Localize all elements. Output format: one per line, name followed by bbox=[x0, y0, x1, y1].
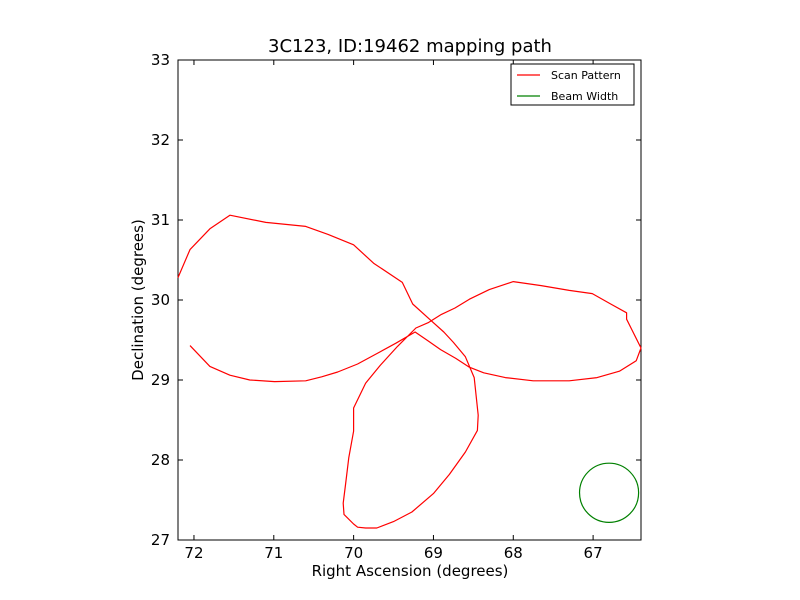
y-tick-label: 30 bbox=[151, 291, 170, 309]
y-axis-title: Declination (degrees) bbox=[129, 219, 147, 381]
x-axis: 72 71 70 69 68 67 bbox=[184, 60, 603, 562]
y-tick-label: 31 bbox=[151, 211, 170, 229]
y-tick-label: 28 bbox=[151, 451, 170, 469]
x-tick-label: 71 bbox=[264, 544, 283, 562]
x-axis-title: Right Ascension (degrees) bbox=[312, 562, 509, 580]
y-axis: 27 28 29 30 31 32 33 bbox=[151, 51, 641, 549]
y-tick-label: 33 bbox=[151, 51, 170, 69]
x-tick-label: 69 bbox=[424, 544, 443, 562]
x-tick-label: 70 bbox=[344, 544, 363, 562]
plot-area bbox=[177, 59, 642, 541]
legend-beam-width-label: Beam Width bbox=[551, 90, 618, 103]
x-tick-label: 68 bbox=[504, 544, 523, 562]
legend-box bbox=[510, 63, 635, 106]
y-tick-label: 29 bbox=[151, 371, 170, 389]
legend: Scan Pattern Beam Width bbox=[510, 63, 635, 106]
legend-scan-pattern-label: Scan Pattern bbox=[551, 69, 621, 82]
chart-title: 3C123, ID:19462 mapping path bbox=[268, 36, 552, 57]
series-layer bbox=[177, 214, 642, 529]
beam-width-circle bbox=[578, 462, 640, 523]
y-tick-label: 32 bbox=[151, 131, 170, 149]
y-tick-label: 27 bbox=[151, 531, 170, 549]
scan-pattern-line bbox=[177, 214, 642, 529]
x-tick-label: 72 bbox=[184, 544, 203, 562]
x-tick-label: 67 bbox=[584, 544, 603, 562]
